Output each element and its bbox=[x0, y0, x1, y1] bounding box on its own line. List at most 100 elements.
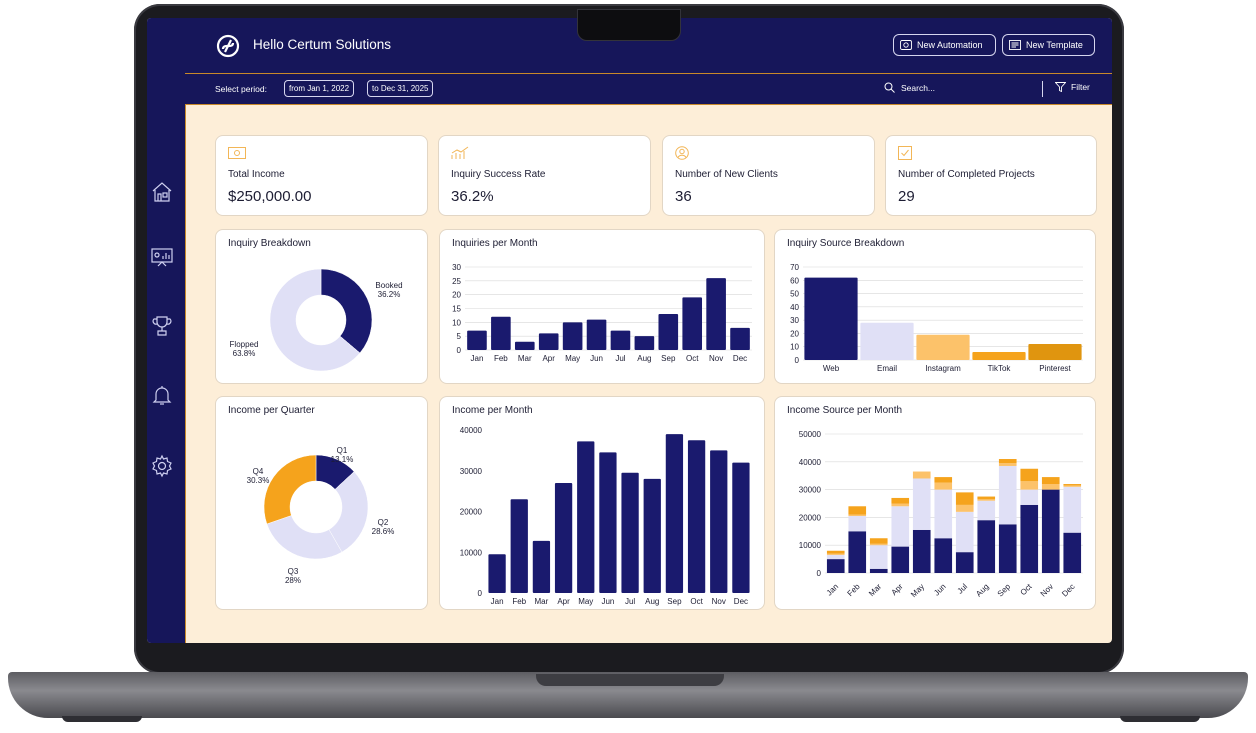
bar-segment bbox=[848, 531, 867, 573]
x-tick-label: Dec bbox=[733, 354, 747, 363]
new-template-button[interactable]: New Template bbox=[1002, 34, 1095, 56]
x-tick-label: May bbox=[565, 354, 580, 363]
growth-icon bbox=[451, 146, 469, 160]
y-tick-label: 40000 bbox=[799, 458, 822, 467]
bar-segment bbox=[934, 477, 953, 483]
slice-value-label: 28% bbox=[285, 576, 301, 585]
pie-slice bbox=[320, 268, 373, 354]
x-tick-label: Nov bbox=[712, 597, 726, 606]
bar bbox=[665, 434, 684, 593]
y-tick-label: 30 bbox=[790, 316, 799, 325]
kpi-new-clients: Number of New Clients 36 bbox=[662, 135, 875, 216]
slice-label: Flopped bbox=[230, 340, 259, 349]
x-tick-label: Oct bbox=[690, 597, 703, 606]
y-tick-label: 0 bbox=[457, 346, 462, 355]
search-input[interactable]: Search... bbox=[884, 82, 935, 93]
y-tick-label: 10000 bbox=[799, 541, 822, 550]
bar bbox=[634, 336, 655, 350]
chart-title: Inquiry Source Breakdown bbox=[787, 238, 905, 249]
to-date-picker[interactable]: to Dec 31, 2025 bbox=[367, 80, 434, 97]
x-tick-label: Oct bbox=[1018, 582, 1034, 598]
pie-slice bbox=[328, 471, 369, 553]
bar-segment bbox=[1063, 486, 1082, 533]
kpi-inquiry-success-rate: Inquiry Success Rate 36.2% bbox=[438, 135, 651, 216]
x-tick-label: Jan bbox=[471, 354, 484, 363]
y-tick-label: 10 bbox=[790, 343, 799, 352]
from-date-picker[interactable]: from Jan 1, 2022 bbox=[284, 80, 355, 97]
period-bar: Select period: from Jan 1, 2022 to Dec 3… bbox=[185, 74, 1112, 105]
brand-title: Hello Certum Solutions bbox=[253, 37, 392, 52]
bar-segment bbox=[869, 538, 888, 544]
bar-segment bbox=[998, 463, 1017, 466]
x-tick-label: Aug bbox=[637, 354, 651, 363]
bar-segment bbox=[998, 465, 1017, 525]
pie-slice bbox=[266, 515, 343, 560]
bar bbox=[730, 327, 750, 350]
y-tick-label: 50 bbox=[790, 290, 799, 299]
slice-label: Q3 bbox=[288, 567, 299, 576]
laptop-base-notch bbox=[536, 674, 724, 686]
slice-value-label: 13.1% bbox=[331, 455, 354, 464]
x-tick-label: Feb bbox=[846, 582, 863, 599]
chart-title: Inquiry Breakdown bbox=[228, 238, 311, 249]
bar-segment bbox=[955, 511, 974, 553]
y-tick-label: 0 bbox=[817, 569, 822, 578]
bar bbox=[488, 554, 506, 593]
x-tick-label: Jan bbox=[825, 582, 840, 597]
bar-segment bbox=[1041, 489, 1060, 573]
laptop-foot-left bbox=[62, 716, 142, 722]
bar bbox=[1028, 344, 1082, 360]
inquiries-per-month-chart: 0 5 10 15 20 25 30 Jan Feb Mar Apr May Jun Jul Aug Sep O… bbox=[452, 263, 752, 363]
bar-segment bbox=[1020, 504, 1039, 573]
bar-segment bbox=[934, 489, 953, 539]
inquiry-breakdown-card: Inquiry Breakdown Booked 36.2% Flopped 63.8… bbox=[215, 229, 428, 384]
chart-title: Income Source per Month bbox=[787, 405, 903, 416]
bar-segment bbox=[826, 550, 845, 554]
bar-segment bbox=[848, 514, 867, 517]
gear-icon[interactable] bbox=[150, 454, 174, 478]
y-tick-label: 20 bbox=[452, 291, 461, 300]
y-tick-label: 50000 bbox=[799, 430, 822, 439]
bar-segment bbox=[934, 482, 953, 490]
income-per-month-card: Income per Month 0 10000 20000 30000 40000 Ja… bbox=[439, 396, 765, 610]
bar bbox=[532, 540, 551, 593]
x-tick-label: Mar bbox=[535, 597, 549, 606]
y-tick-label: 20 bbox=[790, 329, 799, 338]
slice-label: Booked bbox=[375, 281, 402, 290]
filter-button[interactable]: Filter bbox=[1055, 82, 1090, 92]
bar bbox=[610, 330, 631, 350]
y-tick-label: 30000 bbox=[799, 486, 822, 495]
bar bbox=[467, 330, 487, 350]
income-per-month-chart: 0 10000 20000 30000 40000 Jan Feb Mar Apr May Jun J… bbox=[460, 426, 750, 606]
bar-segment bbox=[891, 546, 910, 573]
bell-icon[interactable] bbox=[150, 383, 174, 407]
logo-icon bbox=[216, 34, 240, 58]
home-icon[interactable] bbox=[150, 180, 174, 204]
search-placeholder: Search... bbox=[901, 82, 936, 93]
bar-segment bbox=[977, 496, 996, 500]
bar bbox=[658, 314, 679, 350]
new-automation-button[interactable]: New Automation bbox=[893, 34, 996, 56]
chart-title: Income per Month bbox=[452, 405, 533, 416]
select-period-label: Select period: bbox=[215, 84, 267, 94]
x-tick-label: Jul bbox=[956, 582, 970, 596]
x-tick-label: May bbox=[909, 582, 926, 599]
x-tick-label: Jun bbox=[932, 582, 947, 597]
x-tick-label: May bbox=[578, 597, 593, 606]
laptop-foot-right bbox=[1120, 716, 1200, 722]
x-tick-label: Mar bbox=[518, 354, 532, 363]
filter-label: Filter bbox=[1071, 82, 1090, 92]
presentation-icon[interactable] bbox=[150, 246, 174, 270]
trophy-icon[interactable] bbox=[150, 314, 174, 338]
divider bbox=[1042, 81, 1043, 97]
bar-segment bbox=[826, 553, 845, 555]
camera-notch bbox=[577, 9, 681, 41]
bar-segment bbox=[912, 529, 931, 573]
bar-segment bbox=[1020, 468, 1039, 482]
bar-segment bbox=[955, 504, 974, 512]
bar bbox=[860, 322, 914, 360]
search-icon bbox=[884, 82, 895, 93]
bar-segment bbox=[891, 503, 910, 507]
income-source-chart: 0 10000 20000 30000 40000 50000 Jan Feb Mar Apr Ma… bbox=[799, 430, 1083, 599]
